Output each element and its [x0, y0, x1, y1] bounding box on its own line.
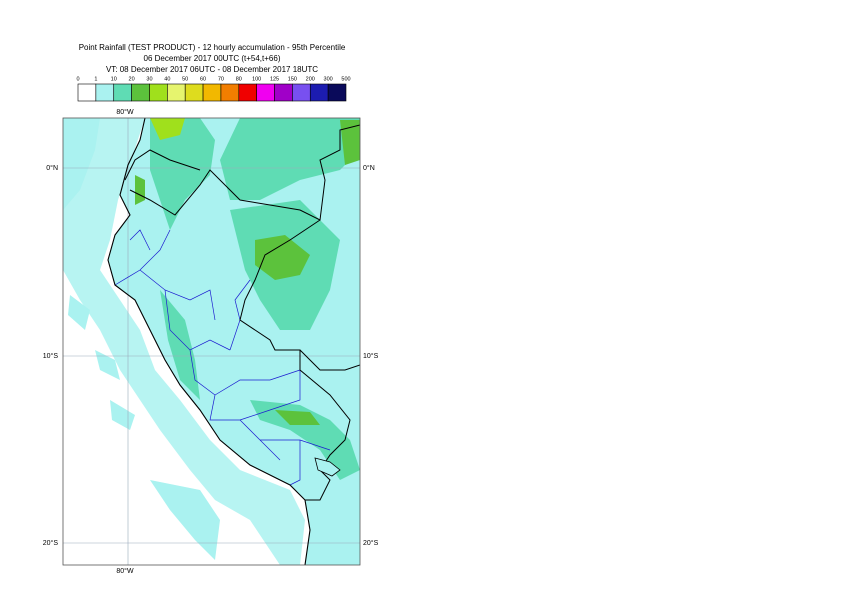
- ocean-rain: [68, 295, 135, 430]
- lat-label: 10°S: [43, 352, 59, 360]
- lat-label: 0°N: [363, 164, 375, 172]
- lat-label: 20°S: [43, 539, 59, 547]
- rain-20: [340, 120, 360, 165]
- rain-10: [220, 118, 360, 200]
- legend-label: 50: [182, 76, 188, 82]
- legend-label: 125: [270, 76, 279, 82]
- country-border: [129, 124, 360, 221]
- valid-time: VT: 08 December 2017 06UTC - 08 December…: [106, 65, 318, 74]
- legend-swatch: [131, 83, 150, 102]
- legend-swatch: [184, 83, 204, 102]
- legend-label: 200: [306, 76, 315, 82]
- legend-swatch: [113, 83, 132, 102]
- legend-label: 100: [252, 76, 261, 82]
- legend-swatch: [256, 83, 275, 102]
- lon-label: 80°W: [116, 567, 134, 575]
- lat-label: 0°N: [46, 164, 58, 172]
- country-border: [124, 149, 201, 181]
- legend-swatch: [292, 83, 311, 102]
- rain-10: [150, 118, 215, 230]
- legend-swatch: [309, 83, 329, 102]
- legend-label: 1: [94, 76, 97, 82]
- legend-label: 500: [341, 76, 350, 82]
- legend-label: 40: [164, 76, 170, 82]
- legend-label: 10: [111, 76, 117, 82]
- legend-label: 60: [200, 76, 206, 82]
- rain-10: [250, 400, 360, 480]
- lon-label: 80°W: [116, 108, 134, 116]
- legend-swatch: [167, 83, 186, 102]
- legend-swatch: [220, 83, 240, 102]
- lat-label: 10°S: [363, 352, 379, 360]
- rain-30: [150, 118, 185, 140]
- legend-swatch: [149, 83, 168, 102]
- legend-label: 30: [146, 76, 152, 82]
- title: Point Rainfall (TEST PRODUCT) - 12 hourl…: [79, 43, 346, 52]
- rain-20: [135, 175, 145, 205]
- legend-swatch: [202, 83, 222, 102]
- lat-label: 20°S: [363, 539, 379, 547]
- ocean-rain: [63, 118, 100, 210]
- legend-label: 70: [218, 76, 224, 82]
- lat-labels: 0°N 10°S 20°S 0°N 10°S 20°S: [43, 164, 379, 547]
- legend-label: 300: [324, 76, 333, 82]
- legend-label: 80: [236, 76, 242, 82]
- legend-swatch: [77, 83, 97, 102]
- legend-swatch: [238, 83, 257, 102]
- legend-label: 0: [76, 76, 79, 82]
- legend: 0 1 10 20 30 40 50 60 70 80 100 125 150 200 300 500: [76, 76, 351, 102]
- legend-swatch: [95, 83, 115, 102]
- legend-label: 150: [288, 76, 297, 82]
- coastline: [107, 118, 311, 565]
- map-frame: [62, 117, 361, 566]
- country-border: [299, 349, 360, 371]
- base-time: 06 December 2017 00UTC (t+54,t+66): [144, 54, 281, 63]
- legend-label: 20: [129, 76, 135, 82]
- rain-20: [255, 235, 310, 280]
- department-border: [114, 229, 331, 486]
- ocean-rain: [150, 480, 220, 560]
- rain-10: [160, 290, 200, 400]
- legend-swatch: [274, 83, 293, 102]
- map: [63, 118, 360, 565]
- lake-titicaca: [314, 457, 341, 477]
- legend-swatch: [327, 83, 347, 102]
- rain-20: [275, 410, 320, 425]
